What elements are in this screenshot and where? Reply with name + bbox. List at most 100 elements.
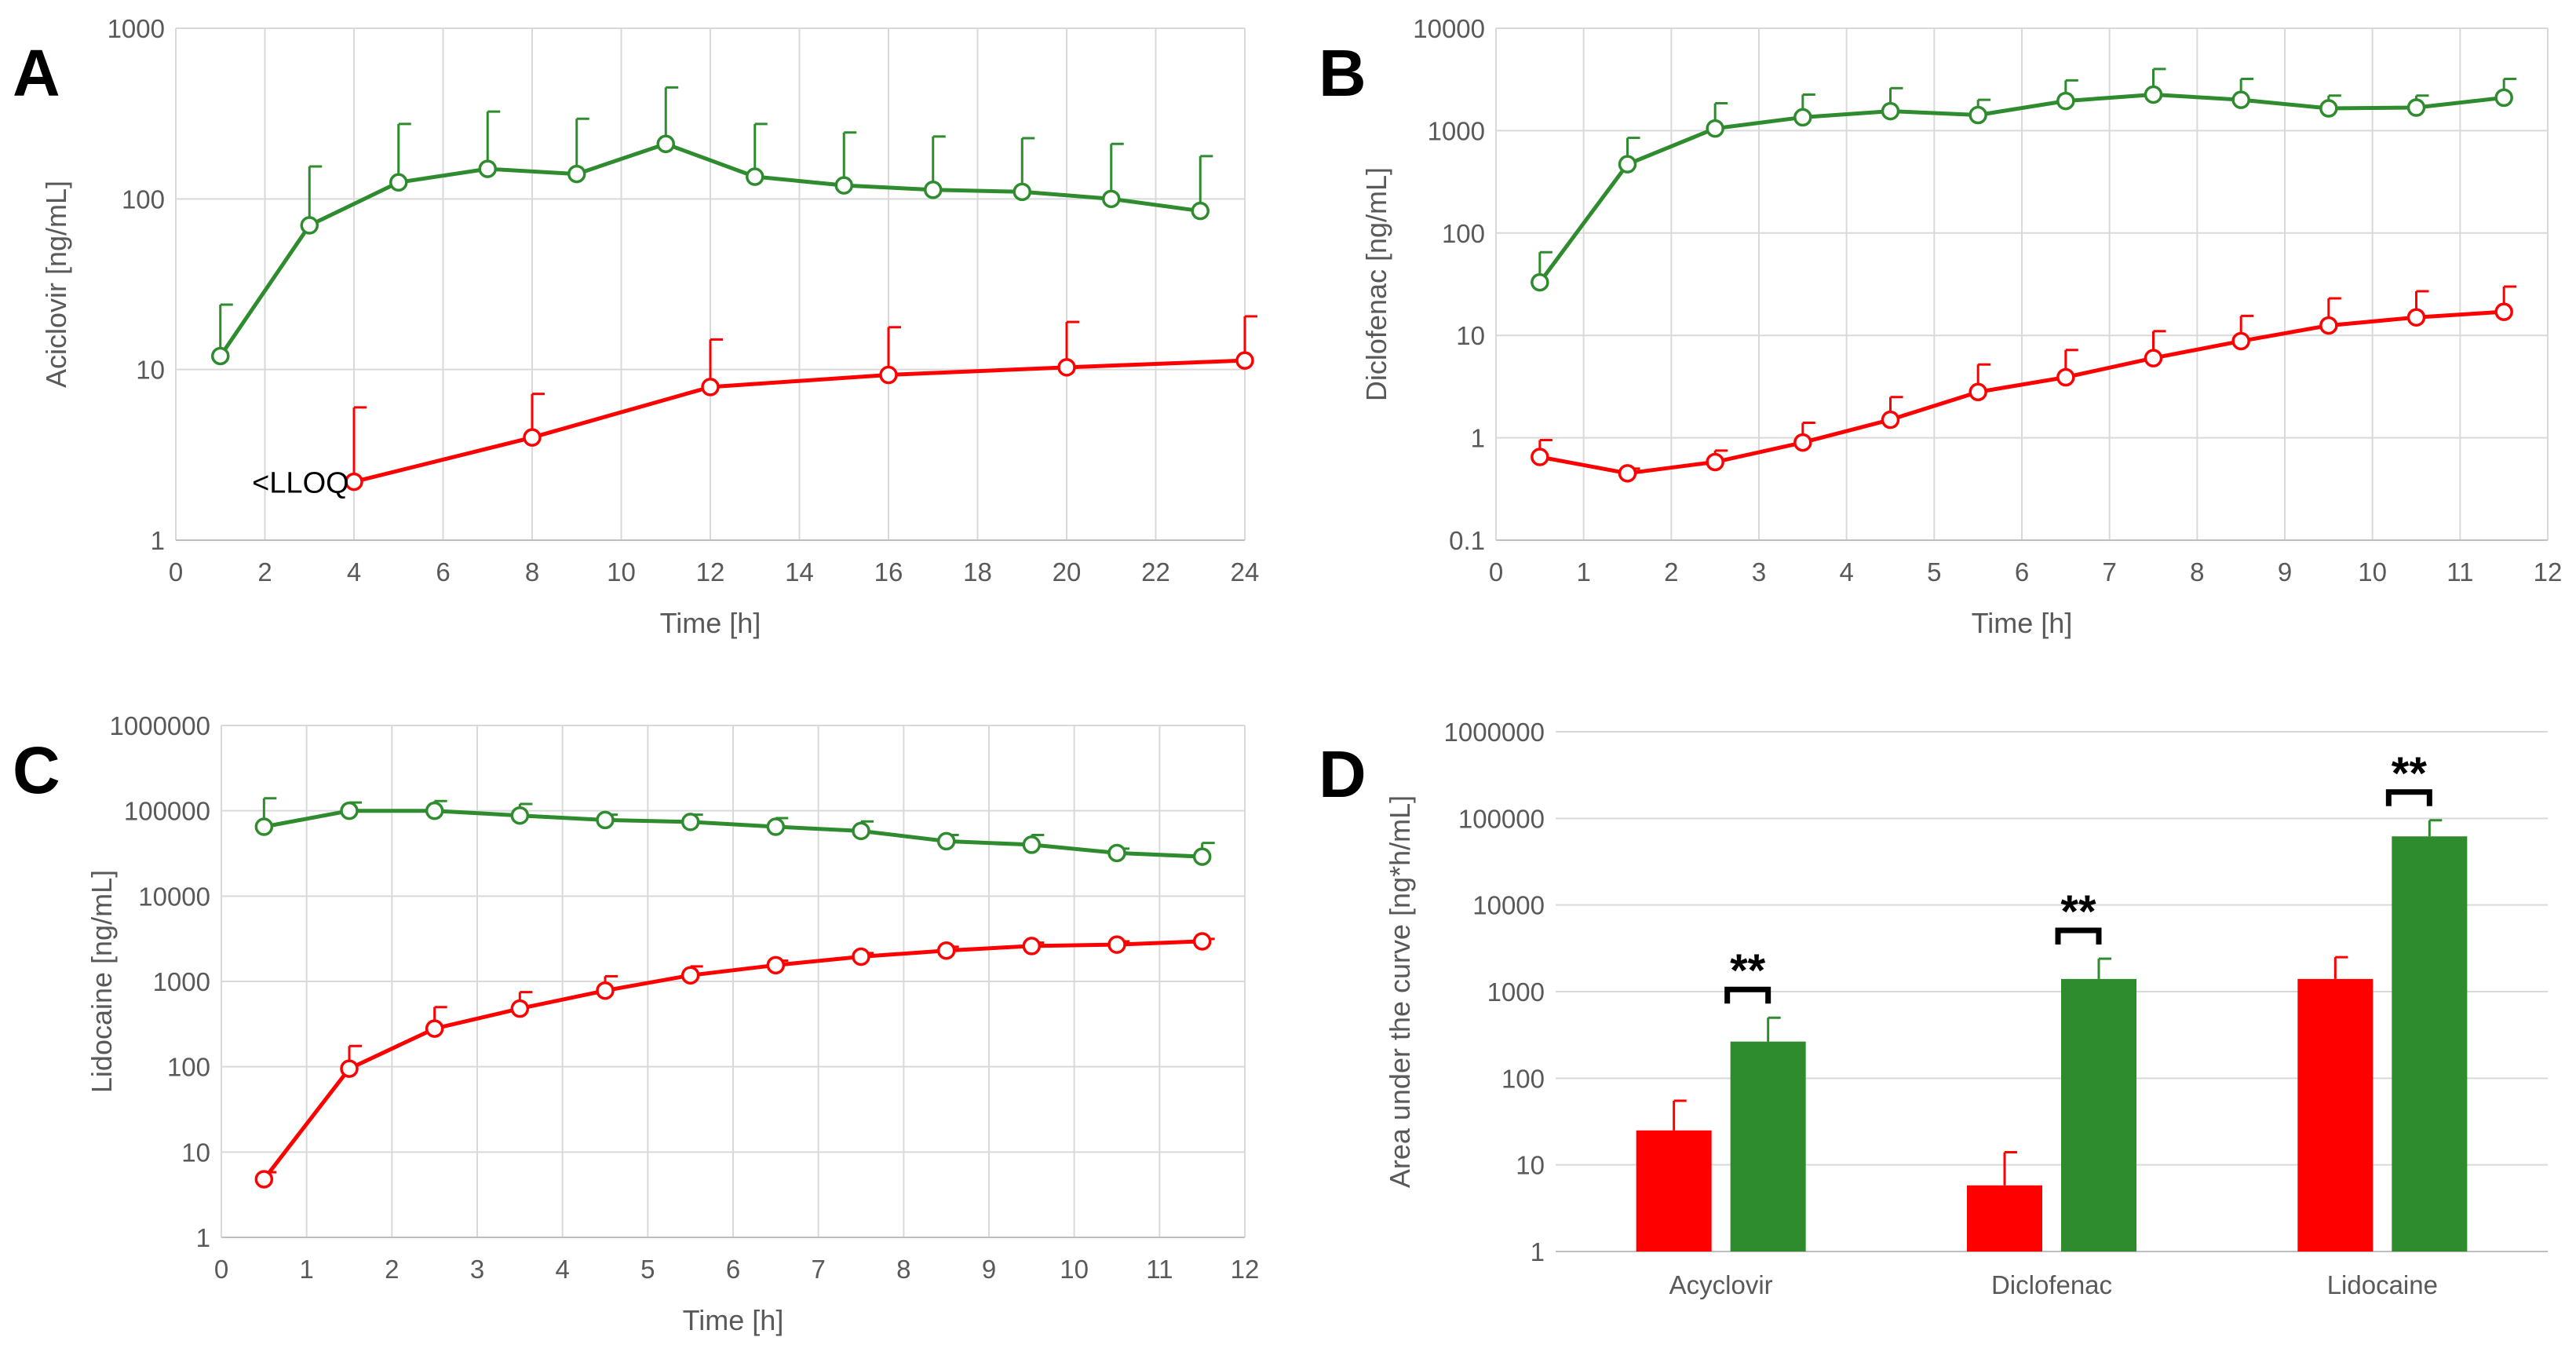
panel-d-significance-bracket — [1724, 986, 1771, 1004]
panel-b-y-tick-label: 1 — [1471, 424, 1485, 453]
panel-a-y-tick-label: 1 — [151, 526, 165, 555]
panel-b-red-data-point — [1618, 464, 1637, 483]
panel-a-red-data-point — [345, 472, 363, 491]
panel-b-red-data-point — [1881, 410, 1900, 429]
panel-d-green-bar — [1730, 1041, 1806, 1252]
panel-b-y-tick-label: 0.1 — [1449, 526, 1485, 555]
panel-d-y-tick-label: 100 — [1501, 1064, 1545, 1093]
panel-a-red-data-point — [701, 378, 720, 396]
panel-d-red-bar — [2297, 978, 2373, 1252]
panel-b-x-tick-label: 10 — [2358, 557, 2387, 586]
panel-b-x-tick-label: 6 — [2015, 557, 2029, 586]
panel-a-green-data-point — [300, 216, 319, 235]
panel-c-x-tick-label: 11 — [1146, 1255, 1173, 1284]
panel-c-y-tick-label: 10 — [181, 1138, 210, 1167]
panel-c-x-tick-label: 1 — [299, 1255, 313, 1284]
panel-c-x-axis-title: Time [h] — [683, 1304, 784, 1336]
panel-c-y-tick-label: 1000000 — [110, 711, 210, 740]
panel-a-x-tick-label: 8 — [525, 557, 539, 586]
panel-b-y-tick-label: 10000 — [1413, 14, 1485, 43]
panel-c-red-data-point — [680, 966, 700, 985]
panel-b-green-data-point — [1531, 272, 1549, 292]
panel-b-red-data-point — [1706, 452, 1724, 472]
panel-b-x-tick-label: 12 — [2534, 557, 2563, 586]
panel-a-x-tick-label: 6 — [436, 557, 450, 586]
panel-c-green-data-point — [1022, 835, 1042, 854]
panel-d-y-tick-label: 10000 — [1472, 891, 1545, 920]
panel-d-red-bar — [1636, 1130, 1712, 1252]
panel-c-red-data-point — [1192, 932, 1212, 951]
panel-c-red-data-point — [766, 956, 786, 975]
panel-c-red-data-point — [1107, 935, 1126, 954]
panel-a-x-axis-title: Time [h] — [660, 607, 761, 639]
panel-b-green-data-point — [2144, 85, 2163, 104]
panel-c-x-tick-label: 4 — [555, 1255, 569, 1284]
panel-a-green-data-point — [834, 176, 853, 195]
panel-a-green-data-point — [1191, 201, 1210, 221]
panel-c-red-data-point — [852, 947, 870, 966]
panel-d-green-bar — [2392, 836, 2468, 1252]
panel-c-green-data-point — [1107, 843, 1126, 863]
panel-c-red-data-point — [425, 1019, 444, 1038]
panel-a-green-data-point — [478, 159, 497, 178]
panel-a-red-data-point — [1057, 358, 1076, 377]
panel-a-x-tick-label: 14 — [785, 557, 814, 586]
panel-c-x-tick-label: 10 — [1060, 1255, 1089, 1284]
panel-c-y-tick-label: 1000 — [153, 967, 210, 996]
panel-b-x-tick-label: 4 — [1839, 557, 1853, 586]
panel-c-x-tick-label: 5 — [640, 1255, 655, 1284]
panel-c-red-data-point — [936, 941, 956, 960]
panel-b-x-tick-label: 8 — [2190, 557, 2204, 586]
panel-b-red-data-point — [2406, 308, 2426, 327]
panel-a-red-data-point — [1235, 351, 1254, 370]
panel-c-green-data-point — [680, 813, 700, 831]
panel-b-green-data-point — [1968, 105, 1987, 125]
panel-b-green-data-point — [2056, 91, 2075, 111]
panel-a-green-series-line — [218, 141, 1201, 357]
panel-a-x-tick-label: 0 — [169, 557, 183, 586]
panel-d-green-bar — [2061, 978, 2136, 1252]
panel-c-red-data-point — [340, 1059, 359, 1078]
panel-d-category-label: Diclofenac — [1991, 1270, 2112, 1299]
panel-a-green-data-point — [746, 167, 764, 186]
panel-d-significance-label: ** — [1730, 945, 1766, 996]
panel-a-x-tick-label: 12 — [696, 557, 725, 586]
panel-a-x-tick-label: 18 — [963, 557, 992, 586]
panel-a-green-data-point — [1102, 189, 1121, 209]
panel-c-green-data-point — [596, 810, 615, 830]
panel-b-y-tick-label: 1000 — [1428, 116, 1485, 145]
panel-b-red-data-point — [2231, 331, 2250, 351]
panel-c-red-data-point — [1022, 937, 1042, 956]
panel-a-y-axis-title: Aciclovir [ng/mL] — [40, 181, 72, 388]
panel-d-category-label: Lidocaine — [2327, 1270, 2438, 1299]
panel-b-green-data-point — [2406, 98, 2426, 117]
panel-a-green-data-point — [567, 164, 586, 184]
panel-b-green-data-point — [2494, 88, 2513, 108]
panel-a-x-tick-label: 20 — [1053, 557, 1082, 586]
panel-b-x-tick-label: 0 — [1489, 557, 1503, 586]
panel-a-x-tick-label: 4 — [347, 557, 361, 586]
panel-a-green-data-point — [389, 173, 408, 192]
panel-d-y-tick-label: 10 — [1516, 1151, 1545, 1180]
panel-c-red-data-point — [596, 981, 615, 1000]
panel-b-green-data-point — [2319, 99, 2338, 118]
panel-b-red-series-line — [1539, 309, 2505, 476]
panel-c-y-tick-label: 100 — [167, 1053, 210, 1082]
panel-d-significance-bracket — [2385, 789, 2432, 806]
panel-a-lloq-annotation: <LLOQ — [252, 467, 349, 500]
panel-b-y-tick-label: 10 — [1456, 321, 1485, 350]
panel-a-x-tick-label: 16 — [874, 557, 903, 586]
panel-a-x-tick-label: 22 — [1141, 557, 1170, 586]
panel-d-significance-bracket — [2055, 927, 2102, 945]
panel-d-y-tick-label: 1000 — [1487, 977, 1545, 1007]
panel-c-x-tick-label: 12 — [1231, 1255, 1260, 1284]
panel-a-x-tick-label: 24 — [1231, 557, 1260, 586]
panel-b-y-axis-title: Diclofenac [ng/mL] — [1360, 167, 1392, 401]
panel-c-green-data-point — [425, 801, 444, 820]
panel-c-green-series-line — [263, 809, 1202, 859]
panel-d: D 1 10 100 1000 10000 100000 1000000 Acyclovir *… — [1319, 718, 2548, 1299]
panel-a-y-tick-label: 10 — [136, 356, 165, 385]
